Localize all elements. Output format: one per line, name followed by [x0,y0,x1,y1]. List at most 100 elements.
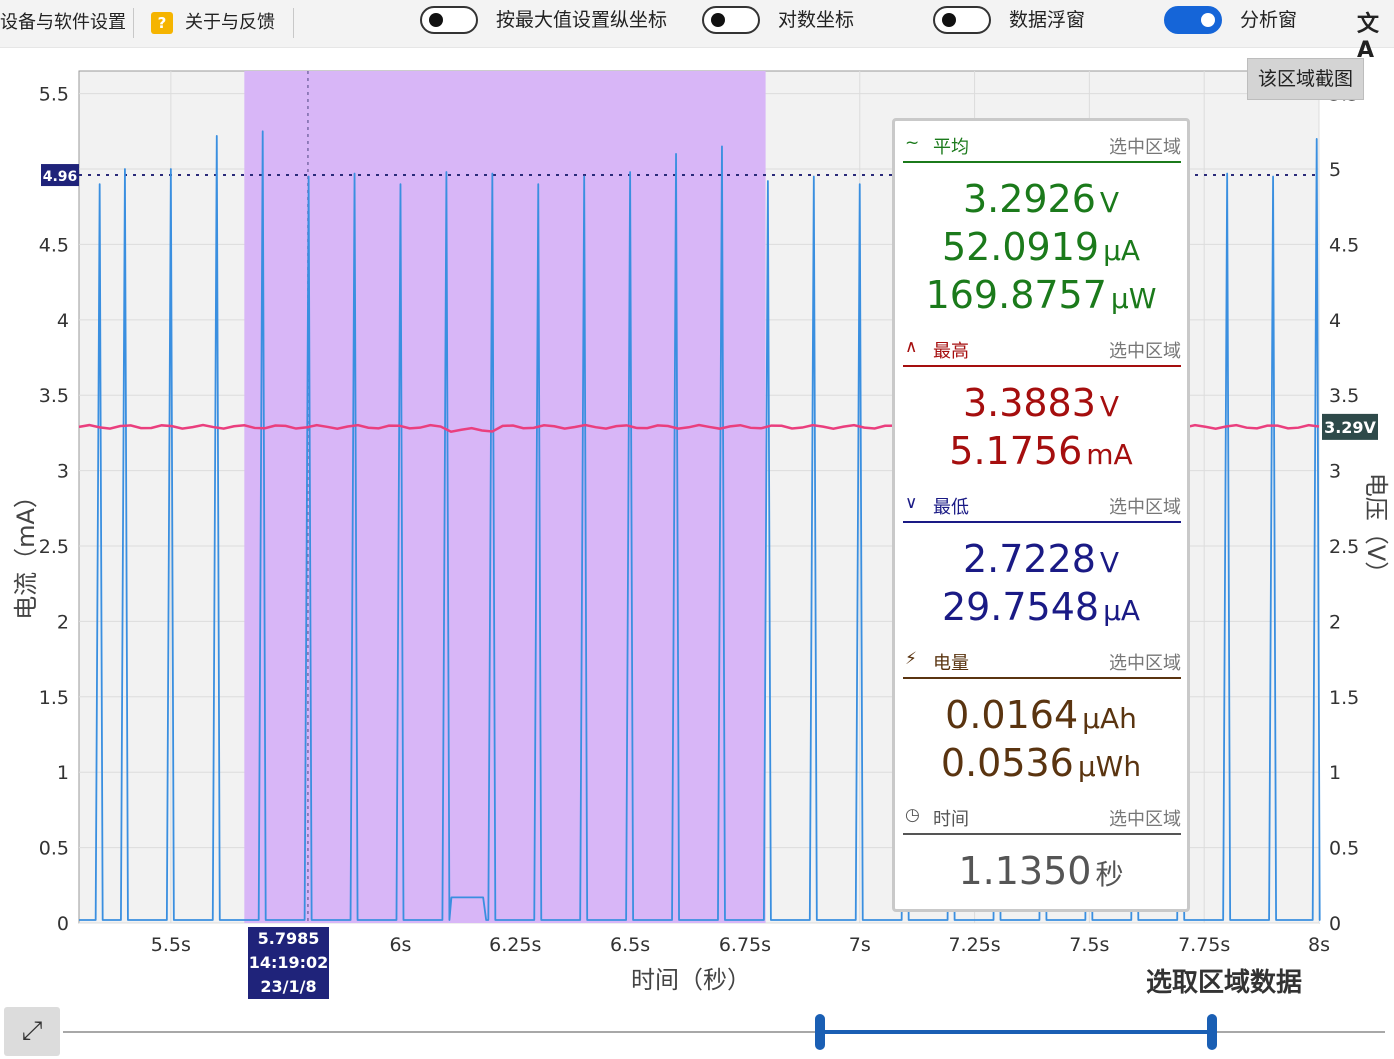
cursor-time: 14:19:02 [248,953,329,972]
section-time-title: 时间 [933,809,969,830]
toolbar-divider [133,8,134,38]
toggle-log-scale-label: 对数坐标 [778,9,855,31]
selected-region-data-label: 选取区域数据 [1146,968,1303,998]
y-tick-label-left: 3.5 [39,385,69,407]
y-tick-label-right: 2.5 [1329,536,1359,558]
section-average-title: 平均 [933,137,969,158]
y-tick-label-right: 4 [1329,310,1341,332]
lightning-icon: ⚡ [905,649,917,669]
toolbar: 设备与软件设置 ? 关于与反馈 按最大值设置纵坐标 对数坐标 数据浮窗 分析窗 文… [0,0,1394,63]
x-tick-label: 6s [389,934,411,956]
section-scope-label: 选中区域 [1109,653,1181,674]
y-tick-label-left: 4.5 [39,234,69,256]
y-tick-label-right: 1.5 [1329,687,1359,709]
x-tick-label: 5.5s [151,934,191,956]
cursor-x-value: 5.7985 [257,929,320,948]
toggle-knob [711,13,725,27]
device-settings-button[interactable]: 设备与软件设置 [0,8,126,38]
toggle-knob [429,13,443,27]
x-axis-title: 时间（秒） [631,966,751,994]
voltage-value-badge [1322,413,1378,440]
section-energy-title: 电量 [933,653,969,674]
device-settings-label: 设备与软件设置 [0,12,126,33]
y-tick-label-right: 2 [1329,611,1341,633]
y-tick-label-left: 4 [57,310,69,332]
screenshot-region-button[interactable]: 该区域截图 [1247,58,1364,100]
y-tick-label-left: 3 [57,461,69,483]
y-tick-label-left: 1.5 [39,687,69,709]
toggle-log-scale[interactable] [702,6,760,34]
analysis-panel: ~ 平均 选中区域 3.2926 V 52.0919 μA 169.8757 μW ∧… [892,118,1190,912]
y-tick-label-right: 3.5 [1329,385,1359,407]
toggle-analysis-window-label: 分析窗 [1240,9,1298,31]
y-tick-label-right: 3 [1329,461,1341,483]
toolbar-divider [293,8,294,38]
toggle-analysis-window[interactable] [1164,6,1222,34]
y-tick-label-left: 2 [57,611,69,633]
section-min-title: 最低 [933,497,969,518]
expand-icon[interactable]: ⤢ [4,1007,60,1056]
section-scope-label: 选中区域 [1109,137,1181,158]
x-tick-label: 7.25s [948,934,1000,956]
language-icon[interactable]: 文A [1357,12,1380,63]
max-value-badge [41,164,79,187]
cursor-date: 23/1/8 [260,977,317,996]
section-energy-header: ⚡ 电量 选中区域 [903,645,1181,679]
y-axis-right-title: 电压（V） [1362,473,1390,585]
y-tick-label-left: 2.5 [39,536,69,558]
average-voltage: 3.2926 V [962,177,1120,221]
section-max-header: ∧ 最高 选中区域 [903,333,1181,367]
min-icon: ∨ [905,493,918,513]
x-tick-label: 7.75s [1178,934,1230,956]
toggle-max-yaxis-label: 按最大值设置纵坐标 [496,9,668,31]
average-power: 169.8757 μW [925,273,1157,317]
about-feedback-button[interactable]: ? 关于与反馈 [151,8,275,38]
x-tick-label: 7s [849,934,871,956]
section-max-title: 最高 [933,341,969,362]
energy-work: 0.0536 μWh [940,741,1142,785]
duration-value: 1.1350 秒 [958,849,1124,893]
y-tick-label-left: 0 [57,913,69,935]
y-tick-label-left: 1 [57,762,69,784]
clock-icon: ◷ [905,805,920,825]
axis-markers: 4.96 3.29V [41,164,1378,440]
x-tick-label: 8s [1308,934,1330,956]
x-tick-label: 7.5s [1069,934,1109,956]
section-scope-label: 选中区域 [1109,809,1181,830]
x-tick-label: 6.25s [489,934,541,956]
max-voltage: 3.3883 V [962,381,1120,425]
toggle-data-tooltip-label: 数据浮窗 [1009,9,1086,31]
section-time-header: ◷ 时间 选中区域 [903,801,1181,835]
section-min-header: ∨ 最低 选中区域 [903,489,1181,523]
y-tick-label-left: 0.5 [39,838,69,860]
about-feedback-label: 关于与反馈 [185,12,275,33]
min-voltage: 2.7228 V [962,537,1120,581]
y-tick-label-left: 5.5 [39,84,69,106]
section-scope-label: 选中区域 [1109,341,1181,362]
y-tick-label-right: 5 [1329,159,1341,181]
max-icon: ∧ [905,337,918,357]
average-current: 52.0919 μA [941,225,1141,269]
y-tick-label-right: 1 [1329,762,1341,784]
section-scope-label: 选中区域 [1109,497,1181,518]
y-tick-label-right: 4.5 [1329,234,1359,256]
min-current: 29.7548 μA [941,585,1141,629]
help-icon: ? [151,12,173,34]
section-average-header: ~ 平均 选中区域 [903,129,1181,163]
toggle-knob [1201,13,1215,27]
toggle-data-tooltip[interactable] [933,6,991,34]
x-tick-label: 6.75s [719,934,771,956]
y-tick-label-right: 0.5 [1329,838,1359,860]
max-current: 5.1756 mA [949,429,1133,473]
cursor-timestamp-box: 5.7985 14:19:02 23/1/8 [248,927,329,999]
x-tick-label: 6.5s [610,934,650,956]
scroller-right-handle[interactable] [1207,1014,1217,1050]
scroller-left-handle[interactable] [815,1014,825,1050]
y-tick-label-right: 0 [1329,913,1341,935]
range-scroller[interactable] [0,1008,1394,1059]
max-value-badge-label: 4.96 [43,169,78,185]
toggle-max-yaxis[interactable] [420,6,478,34]
selection-region[interactable] [244,71,766,923]
energy-charge: 0.0164 μAh [945,693,1137,737]
average-icon: ~ [905,133,920,153]
